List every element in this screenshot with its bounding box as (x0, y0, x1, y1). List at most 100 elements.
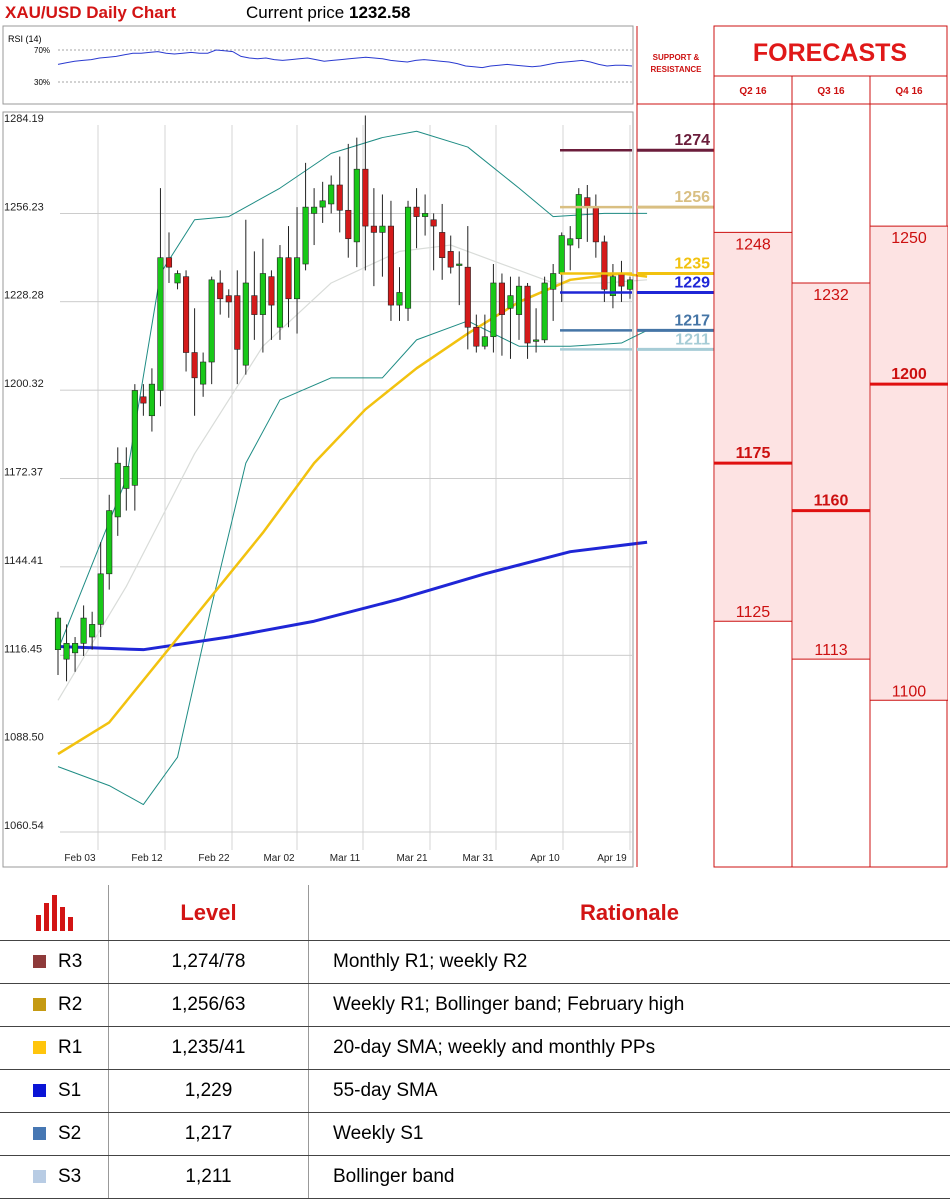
candle-body (81, 618, 87, 643)
candle-body (209, 280, 215, 362)
candle-body (354, 169, 360, 242)
candle (337, 157, 343, 233)
candle-body (457, 264, 463, 266)
candle (346, 144, 352, 258)
sr-level-label: 1211 (675, 331, 710, 348)
forecast-range (793, 283, 869, 659)
level-rationale: 55-day SMA (309, 1070, 950, 1113)
candle-body (89, 624, 95, 637)
candle (525, 283, 531, 359)
candle-body (363, 169, 369, 226)
forecast-range (871, 226, 947, 700)
candle-body (516, 286, 522, 314)
candle-body (149, 384, 155, 416)
candle (124, 447, 130, 510)
forecast-low-label: 1100 (892, 683, 927, 700)
forecast-high-label: 1250 (891, 230, 927, 247)
forecast-quarter: Q2 16 (739, 86, 767, 97)
candle (89, 612, 95, 650)
candle-body (371, 226, 377, 232)
forecast-mid-label: 1160 (814, 493, 849, 510)
candle (269, 270, 275, 340)
level-name-cell: S3 (0, 1156, 109, 1199)
forecast-title: FORECASTS (753, 39, 907, 67)
level-name: R2 (58, 994, 82, 1015)
candle-body (286, 258, 292, 299)
candle-body (98, 574, 104, 625)
forecast-mid-label: 1200 (891, 366, 927, 383)
candle-body (192, 353, 198, 378)
candle (363, 115, 369, 270)
candle (106, 495, 112, 590)
candle-body (346, 210, 352, 238)
rsi-30-label: 30% (34, 78, 50, 87)
candle (209, 277, 215, 384)
level-rationale: Bollinger band (309, 1156, 950, 1199)
candle (149, 368, 155, 431)
candle-body (397, 292, 403, 305)
candle-body (200, 362, 206, 384)
candle-body (132, 390, 138, 485)
candle (55, 612, 61, 675)
candle (405, 201, 411, 321)
candle (431, 213, 437, 270)
candle-body (627, 280, 633, 289)
level-name-cell: R2 (0, 984, 109, 1027)
candle-body (448, 251, 454, 267)
candle-body (482, 337, 488, 346)
x-tick-label: Mar 11 (330, 853, 361, 864)
candle-body (55, 618, 61, 650)
candle (72, 637, 78, 672)
candle-body (619, 273, 625, 286)
candle-body (115, 463, 121, 517)
candle-body (525, 286, 531, 343)
candle (166, 232, 172, 283)
candle (508, 277, 514, 359)
candle (217, 270, 223, 314)
level-name: S1 (58, 1080, 81, 1101)
sma200-line (58, 542, 647, 649)
candle-body (311, 207, 317, 213)
level-name-cell: S1 (0, 1070, 109, 1113)
candle-body (431, 220, 437, 226)
sr-label-2: RESISTANCE (651, 65, 703, 74)
candle (422, 194, 428, 235)
candle-body (269, 277, 275, 305)
candle (252, 251, 258, 340)
candle (277, 245, 283, 340)
candle (414, 188, 420, 248)
bollinger-lower (58, 321, 647, 805)
candle (465, 226, 471, 349)
candle (320, 182, 326, 223)
candle (593, 194, 599, 257)
candle-body (559, 236, 565, 274)
forecast-high-label: 1232 (813, 287, 849, 304)
candle (260, 239, 266, 353)
forecast-low-label: 1113 (814, 642, 847, 659)
candle-body (405, 207, 411, 308)
candle (388, 201, 394, 321)
y-tick-label: 1060.54 (4, 820, 44, 832)
candle-body (499, 283, 505, 315)
candle-body (550, 273, 556, 289)
candle-body (388, 226, 394, 305)
y-tick-label: 1256.23 (4, 201, 44, 213)
forecast-high-label: 1248 (735, 236, 771, 253)
forecast-range (715, 232, 791, 621)
rationale-column-header: Rationale (309, 885, 950, 941)
candle-body (328, 185, 334, 204)
x-tick-label: Mar 02 (263, 853, 295, 864)
sr-level-label: 1256 (674, 189, 710, 206)
candle-body (439, 232, 445, 257)
level-value: 1,229 (109, 1070, 309, 1113)
level-name-cell: R3 (0, 941, 109, 984)
level-value: 1,235/41 (109, 1027, 309, 1070)
candle-body (303, 207, 309, 264)
candle-body (380, 226, 386, 232)
y-tick-label: 1088.50 (4, 732, 44, 744)
candle-body (294, 258, 300, 299)
x-tick-label: Feb 12 (131, 853, 163, 864)
candle-body (243, 283, 249, 365)
